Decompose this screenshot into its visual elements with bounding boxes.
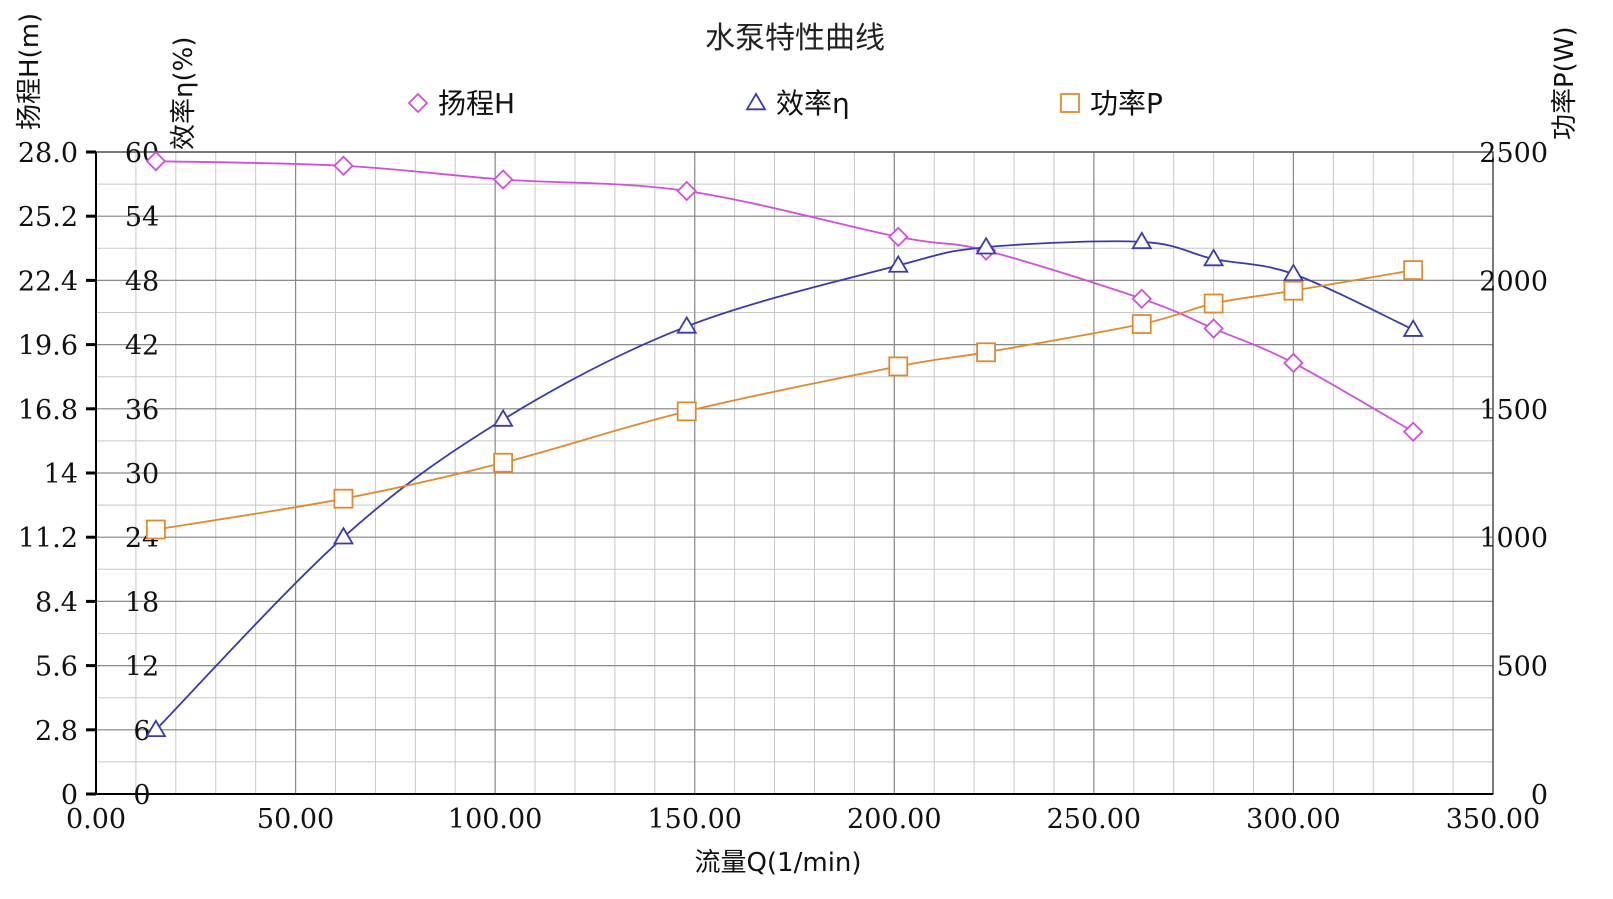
legend-marker [1060,93,1080,113]
y-tick-label-head: 28.0 [18,138,78,169]
data-point [676,401,697,422]
x-tick-label: 150.00 [647,804,741,835]
legend: 扬程H 效率η 功率P [407,87,1163,120]
y-tick-label-efficiency: 42 [125,331,159,362]
x-tick-label: 350.00 [1446,804,1540,835]
data-point [145,719,167,737]
y-axis-title-efficiency: 效率η(%) [169,37,199,150]
x-tick-label: 0.00 [66,804,126,835]
y-tick-label-efficiency: 12 [125,652,159,683]
x-tick-label: 250.00 [1047,804,1141,835]
data-point [976,342,996,363]
data-point [145,519,166,540]
data-point [493,452,514,473]
data-point [1203,293,1224,314]
series-1 [145,231,1424,737]
series-2 [145,260,1424,540]
data-point [975,236,997,255]
y-tick-label-head: 5.6 [35,652,78,683]
series-line [155,240,1414,731]
data-point [1203,248,1225,267]
y-tick-label-efficiency: 0 [133,780,150,811]
y-tick-label-power: 2500 [1479,138,1548,169]
data-point [1131,314,1152,334]
y-tick-label-power: 0 [1531,780,1548,811]
legend-marker [745,92,767,111]
data-point [333,488,354,509]
y-tick-label-head: 11.2 [18,523,78,554]
x-axis-title: 流量Q(1/min) [694,848,861,878]
series-0 [145,150,1424,443]
y-tick-label-efficiency: 36 [125,395,159,426]
y-tick-label-power: 500 [1496,652,1548,683]
y-tick-label-efficiency: 30 [125,459,159,490]
data-point [1203,318,1224,339]
data-point [888,226,909,248]
x-tick-label: 50.00 [257,804,334,835]
data-point [1283,352,1304,374]
x-tick-label: 100.00 [448,804,542,835]
data-point [1402,318,1424,337]
data-point [1282,263,1305,282]
chart-title: 水泵特性曲线 [705,21,885,56]
y-tick-label-head: 2.8 [35,716,78,747]
y-tick-label-power: 2000 [1479,266,1548,297]
data-point [492,169,514,190]
data-point [332,526,355,545]
data-point [1402,421,1424,443]
x-tick-label: 200.00 [847,804,941,835]
y-axis-title-head: 扬程H(m) [15,13,45,130]
data-point [676,315,698,334]
data-point [1131,231,1153,250]
data-point [333,155,354,177]
y-tick-label-power: 1500 [1479,395,1548,426]
legend-marker [407,92,429,114]
data-point [1403,260,1424,281]
y-tick-label-efficiency: 48 [125,266,159,297]
y-tick-label-head: 14 [44,459,78,490]
y-tick-label-head: 16.8 [18,395,78,426]
data-point [1131,288,1153,310]
data-point [888,356,909,377]
y-tick-label-power: 1000 [1479,523,1548,554]
y-tick-label-efficiency: 18 [125,587,159,618]
y-tick-label-head: 22.4 [18,266,78,297]
x-tick-label: 300.00 [1246,804,1340,835]
y-tick-label-head: 19.6 [18,331,78,362]
legend-label: 效率η [776,87,850,120]
data-point [676,180,698,202]
y-tick-label-efficiency: 54 [125,202,159,233]
grid [95,151,1494,795]
y-tick-label-head: 25.2 [18,202,78,233]
data-point [887,254,909,273]
y-tick-label-head: 8.4 [35,587,78,618]
data-point [145,150,167,172]
data-point [1283,280,1304,301]
y-tick-label-head: 0 [61,780,78,811]
legend-label: 扬程H [438,87,515,120]
axes: 水泵特性曲线 流量Q(1/min) 扬程H(m) 效率η(%) 功率P(W) 0… [15,13,1580,878]
y-axis-title-power: 功率P(W) [1550,26,1580,140]
legend-label: 功率P [1090,87,1163,120]
series [145,150,1424,737]
y-tick-label-efficiency: 6 [133,716,150,747]
data-point [492,408,514,427]
